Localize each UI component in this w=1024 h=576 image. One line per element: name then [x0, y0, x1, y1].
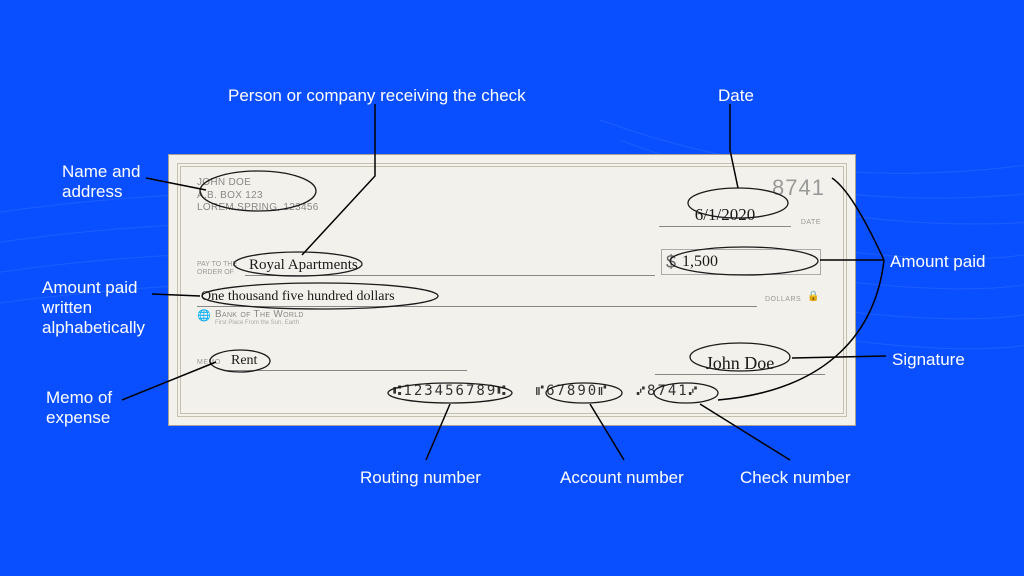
- account-holder-line2: LOREM SPRING, 123456: [197, 202, 319, 215]
- callout-account: Account number: [560, 468, 684, 488]
- memo-line: Rent: [227, 353, 467, 371]
- dollars-label: DOLLARS: [765, 296, 801, 303]
- callout-signature: Signature: [892, 350, 965, 370]
- account-holder-block: JOHN DOE A.B. BOX 123 LOREM SPRING, 1234…: [197, 177, 319, 215]
- amount-words-line: One thousand five hundred dollars: [197, 289, 757, 307]
- bank-tagline: First Place From the Sun, Earth: [215, 320, 304, 326]
- check-document: JOHN DOE A.B. BOX 123 LOREM SPRING, 1234…: [168, 154, 856, 426]
- callout-name-addr-1: Name and: [62, 162, 140, 182]
- callout-words-3: alphabetically: [42, 318, 145, 338]
- bank-block: Bank of The World First Place From the S…: [215, 309, 304, 326]
- account-holder-name: JOHN DOE: [197, 177, 319, 190]
- callout-date: Date: [718, 86, 754, 106]
- signature-line: John Doe: [655, 353, 825, 375]
- check-content: JOHN DOE A.B. BOX 123 LOREM SPRING, 1234…: [193, 173, 831, 407]
- amount-numeric: 1,500: [682, 253, 718, 271]
- account-number: ⑈67890⑈: [536, 383, 609, 399]
- callout-words-1: Amount paid: [42, 278, 137, 298]
- memo-label: MEMO: [197, 359, 221, 366]
- account-holder-line1: A.B. BOX 123: [197, 190, 319, 203]
- globe-icon: 🌐: [197, 309, 211, 322]
- pay-to-label: PAY TO THE ORDER OF: [197, 261, 237, 276]
- payee-line: Royal Apartments: [245, 257, 655, 276]
- micr-line: ⑆123456789⑆ ⑈67890⑈ ⑇8741⑇: [393, 383, 699, 399]
- date-label: DATE: [801, 219, 821, 226]
- amount-box: $ 1,500: [661, 249, 821, 275]
- callout-routing: Routing number: [360, 468, 481, 488]
- routing-number: ⑆123456789⑆: [393, 383, 508, 399]
- bank-name: Bank of The World: [215, 309, 304, 320]
- callout-name-addr-2: address: [62, 182, 122, 202]
- date-value: 6/1/2020: [659, 205, 791, 227]
- callout-memo-1: Memo of: [46, 388, 112, 408]
- check-number: 8741: [772, 175, 825, 201]
- callout-checknum: Check number: [740, 468, 851, 488]
- callout-payee: Person or company receiving the check: [228, 86, 526, 106]
- lock-icon: 🔒: [807, 291, 819, 302]
- callout-amount-paid: Amount paid: [890, 252, 985, 272]
- callout-memo-2: expense: [46, 408, 110, 428]
- callout-words-2: written: [42, 298, 92, 318]
- micr-check-number: ⑇8741⑇: [637, 383, 700, 399]
- dollar-sign: $: [662, 252, 682, 273]
